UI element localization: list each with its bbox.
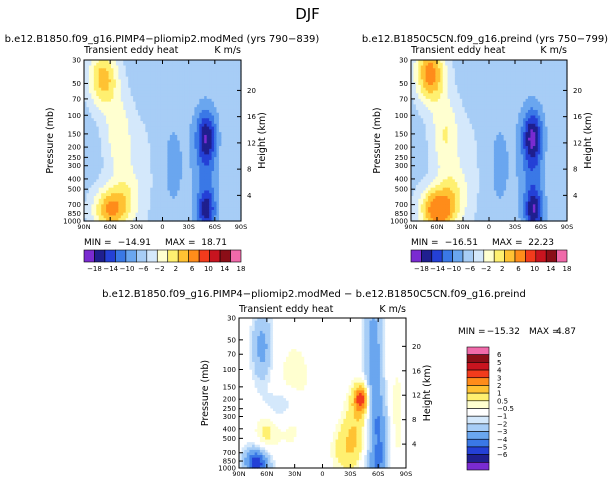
colorbar-swatch <box>168 250 178 262</box>
x-tick-label: 30N <box>130 223 143 231</box>
colorbar-swatch <box>157 250 167 262</box>
panel-subtitle-right: K m/s <box>540 45 567 56</box>
colorbar-label: 14 <box>220 265 229 273</box>
x-tick-label: 90S <box>235 223 247 231</box>
colorbar-swatch <box>178 250 188 262</box>
y2-tick-label: 20 <box>247 87 256 95</box>
y2-tick-label: 4 <box>247 192 252 200</box>
y2-axis-label: Height (km) <box>257 112 268 169</box>
contour-field <box>411 60 568 222</box>
y-tick-label: 400 <box>68 175 81 183</box>
y-tick-label: 70 <box>72 95 81 103</box>
colorbar-label: 2 <box>174 265 178 273</box>
colorbar-swatch <box>126 250 136 262</box>
colorbar-label: 6 <box>190 265 195 273</box>
y-axis-label: Pressure (mb) <box>45 107 56 173</box>
colorbar-label: −18 <box>87 265 102 273</box>
y-tick-label: 1000 <box>63 218 81 226</box>
y2-tick-label: 12 <box>247 139 256 147</box>
max-value: 18.71 <box>201 238 227 248</box>
y-tick-label: 500 <box>68 186 81 194</box>
min-label: MIN = <box>84 238 112 248</box>
colorbar-swatch <box>115 250 125 262</box>
colorbar-label: −2 <box>154 265 164 273</box>
colorbar-swatch <box>210 250 220 262</box>
y-tick-label: 700 <box>68 201 81 209</box>
y-tick-label: 50 <box>72 80 81 88</box>
colorbar-label: −10 <box>120 265 135 273</box>
x-tick-label: 0 <box>160 223 164 231</box>
y-tick-label: 150 <box>68 130 81 138</box>
y2-tick-label: 16 <box>247 113 256 121</box>
min-value: −14.91 <box>118 238 151 248</box>
y-tick-label: 100 <box>68 112 81 120</box>
y-tick-label: 200 <box>68 144 81 152</box>
panel-subtitle-left: Transient eddy heat <box>410 45 506 56</box>
y-tick-label: 30 <box>72 57 81 65</box>
y-tick-label: 300 <box>68 162 81 170</box>
panel-title: b.e12.B1850.f09_g16.PIMP4−pliomip2.modMe… <box>5 34 320 45</box>
panel-top-right: b.e12.B1850C5CN.f09_g16.preind (yrs 750−… <box>362 34 608 273</box>
colorbar-label: 18 <box>237 265 246 273</box>
panel-subtitle-left: Transient eddy heat <box>83 45 179 56</box>
panel-subtitle-right: K m/s <box>214 45 241 56</box>
colorbar: −18−14−10−6 −2 2 6 10 14 18 <box>84 250 245 273</box>
max-label: MAX = <box>165 238 196 248</box>
colorbar-swatch <box>189 250 199 262</box>
colorbar-swatch <box>231 250 241 262</box>
x-tick-label: 60S <box>209 223 221 231</box>
y2-tick-label: 8 <box>247 166 251 174</box>
panel-title: b.e12.B1850C5CN.f09_g16.preind (yrs 750−… <box>362 34 608 45</box>
x-tick-label: 60N <box>104 223 117 231</box>
contour-field <box>84 60 242 222</box>
colorbar-swatch <box>94 250 104 262</box>
colorbar-label: 10 <box>204 265 213 273</box>
colorbar-label: −14 <box>103 265 118 273</box>
colorbar-swatch <box>220 250 230 262</box>
panel-top-left: b.e12.B1850.f09_g16.PIMP4−pliomip2.modMe… <box>5 34 320 273</box>
y-tick-label: 250 <box>68 154 81 162</box>
colorbar-swatch <box>136 250 146 262</box>
colorbar-swatch <box>84 250 94 262</box>
colorbar-swatch <box>105 250 115 262</box>
colorbar-swatch <box>199 250 209 262</box>
figure-title: DJF <box>295 5 320 23</box>
colorbar-swatch <box>147 250 157 262</box>
colorbar-label: −6 <box>138 265 149 273</box>
x-tick-label: 30S <box>182 223 194 231</box>
